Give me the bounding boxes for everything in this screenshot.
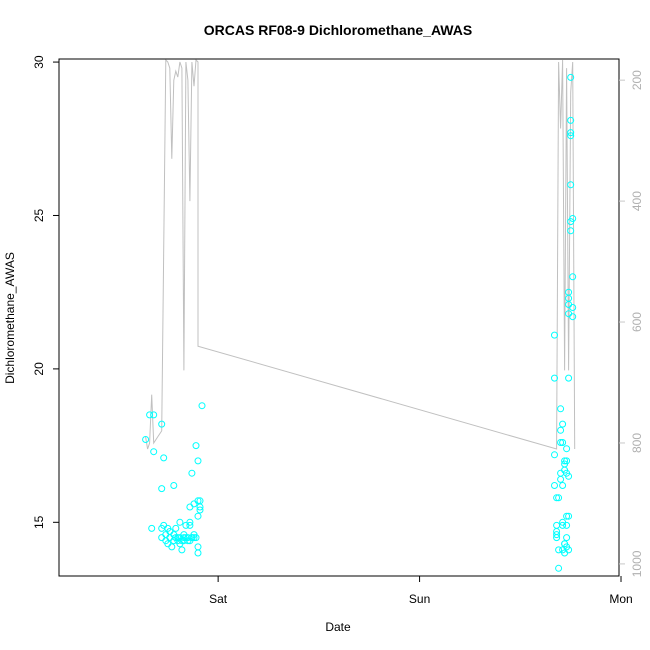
data-point bbox=[551, 331, 558, 339]
data-point bbox=[192, 442, 200, 450]
data-point bbox=[557, 469, 565, 477]
y-left-tick-label: 30 bbox=[32, 55, 46, 69]
data-point bbox=[555, 564, 563, 572]
data-point bbox=[160, 454, 168, 462]
axes-group: 15 20 25 30 200 400 600 800 1000 Sat Sun Mon bbox=[32, 55, 644, 606]
data-point bbox=[196, 497, 204, 505]
data-point bbox=[563, 521, 571, 529]
data-point bbox=[567, 129, 575, 137]
data-point bbox=[194, 549, 202, 557]
data-point bbox=[559, 420, 567, 428]
data-point bbox=[170, 482, 178, 489]
data-point bbox=[194, 497, 202, 505]
data-point bbox=[565, 374, 573, 382]
data-point bbox=[553, 494, 561, 502]
y-left-tick-label: 25 bbox=[32, 208, 46, 222]
data-point bbox=[569, 304, 577, 311]
x-tick-label: Sun bbox=[409, 592, 430, 606]
data-point bbox=[194, 512, 202, 520]
data-point bbox=[168, 543, 176, 551]
data-point bbox=[559, 482, 567, 489]
y-right-tick-label: 400 bbox=[630, 191, 644, 211]
data-point bbox=[563, 512, 571, 520]
data-point bbox=[194, 457, 202, 465]
data-point bbox=[148, 524, 156, 532]
data-point bbox=[553, 528, 561, 535]
data-point bbox=[567, 116, 575, 124]
data-point bbox=[551, 482, 558, 489]
data-point bbox=[551, 374, 558, 382]
data-point bbox=[150, 448, 158, 456]
data-point bbox=[192, 534, 200, 542]
data-point bbox=[158, 534, 166, 542]
y-right-tick-label: 200 bbox=[630, 70, 644, 90]
data-point bbox=[186, 518, 194, 526]
y-left-tick-label: 20 bbox=[32, 362, 46, 376]
data-point bbox=[553, 531, 561, 539]
x-tick-label: Mon bbox=[609, 592, 632, 606]
data-point bbox=[178, 546, 186, 554]
data-point bbox=[166, 534, 174, 542]
data-point bbox=[198, 402, 206, 410]
series-line-group bbox=[145, 58, 576, 450]
data-point bbox=[569, 313, 577, 321]
series-points-group bbox=[142, 73, 577, 572]
data-point bbox=[190, 534, 198, 542]
data-point bbox=[565, 512, 573, 520]
data-point bbox=[188, 469, 196, 477]
data-point bbox=[563, 534, 571, 542]
data-point bbox=[142, 436, 150, 443]
data-point bbox=[565, 472, 573, 480]
y-right-tick-label: 1000 bbox=[630, 550, 644, 577]
data-point bbox=[557, 405, 565, 413]
data-point bbox=[186, 503, 194, 511]
plot-frame bbox=[58, 58, 620, 577]
data-point bbox=[555, 546, 563, 554]
data-point bbox=[196, 506, 204, 514]
data-point bbox=[190, 500, 198, 508]
y-axis-label: Dichloromethane_AWAS bbox=[3, 252, 17, 384]
data-point bbox=[158, 485, 166, 493]
chart-title: ORCAS RF08-9 Dichloromethane_AWAS bbox=[204, 22, 472, 38]
data-point bbox=[172, 524, 180, 532]
data-point bbox=[567, 227, 575, 235]
y-right-tick-label: 800 bbox=[630, 433, 644, 453]
data-point bbox=[557, 426, 565, 434]
data-point bbox=[567, 132, 575, 140]
data-point bbox=[567, 73, 575, 81]
data-point bbox=[162, 531, 170, 539]
data-point bbox=[567, 181, 575, 189]
data-point bbox=[559, 439, 567, 446]
x-axis-label: Date bbox=[325, 620, 351, 634]
data-point bbox=[569, 273, 577, 281]
data-point bbox=[150, 411, 158, 419]
data-point bbox=[146, 411, 154, 419]
x-tick-label: Sat bbox=[209, 592, 228, 606]
data-point bbox=[563, 445, 571, 453]
data-point bbox=[158, 420, 166, 428]
data-point bbox=[563, 457, 571, 465]
data-point bbox=[553, 521, 561, 529]
data-point bbox=[557, 475, 565, 483]
data-point bbox=[186, 521, 194, 529]
y-right-tick-label: 600 bbox=[630, 312, 644, 332]
data-point bbox=[569, 215, 577, 222]
data-point bbox=[551, 451, 558, 459]
data-point bbox=[565, 288, 573, 296]
data-point bbox=[565, 546, 573, 554]
altitude-line bbox=[145, 58, 576, 450]
y-left-tick-label: 15 bbox=[32, 515, 46, 529]
data-point bbox=[557, 439, 565, 446]
data-point bbox=[559, 521, 567, 529]
data-point bbox=[176, 518, 184, 526]
data-point bbox=[194, 543, 202, 551]
data-point bbox=[561, 457, 569, 465]
data-point bbox=[555, 494, 563, 502]
